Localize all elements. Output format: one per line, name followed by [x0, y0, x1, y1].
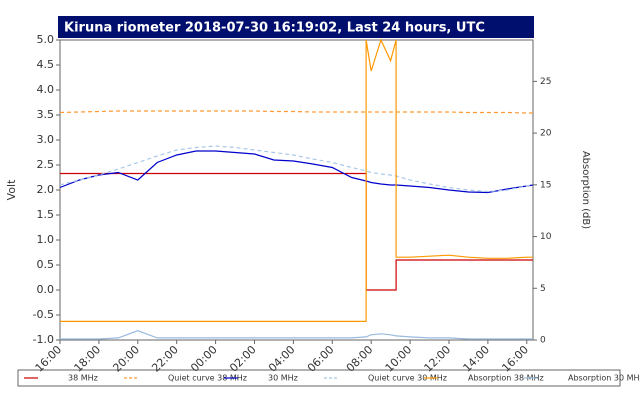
chart-title: Kiruna riometer 2018-07-30 16:19:02, Las…: [64, 21, 485, 36]
legend-box: [17, 369, 621, 387]
y2-tick-label: 15: [540, 180, 551, 190]
y-tick-label: 2.0: [37, 183, 55, 196]
y-tick-label: -0.5: [33, 308, 54, 321]
y-tick-label: 0.0: [37, 283, 55, 296]
series-line: [60, 330, 533, 340]
legend-label: 38 MHz: [68, 374, 98, 383]
y-tick-label: 4.0: [37, 83, 55, 96]
series-line: [59, 110, 533, 114]
y-tick-label: 3.5: [37, 108, 55, 121]
y2-tick-label: 25: [540, 77, 551, 87]
legend-label: Absorption 30 MHz: [568, 374, 640, 383]
y-tick-label: 5.0: [37, 33, 55, 46]
series-line: [59, 150, 534, 194]
series-line: [59, 145, 534, 193]
y-tick-label: 4.5: [37, 58, 55, 71]
plot-frame: [59, 39, 534, 341]
y-tick-label: 2.5: [37, 158, 55, 171]
y-tick-label: 0.5: [37, 258, 55, 271]
y2-tick-label: 0: [540, 336, 546, 346]
y-tick-label: 1.5: [37, 208, 55, 221]
legend-label: Quiet curve 30 MHz: [368, 374, 447, 383]
legend-label: Absorption 38 MHz: [468, 374, 544, 383]
y2-tick-label: 5: [540, 284, 546, 294]
series-line: [60, 172, 533, 291]
legend-label: 30 MHz: [268, 374, 298, 383]
y2-tick-label: 10: [540, 232, 552, 242]
y2-axis-label: Absorption (dB): [580, 151, 591, 229]
y-tick-label: -1.0: [33, 333, 54, 346]
y2-tick-label: 20: [540, 129, 552, 139]
y-tick-label: 3.0: [37, 133, 55, 146]
y-axis-label: Volt: [5, 179, 18, 200]
legend-label: Quiet curve 38 MHz: [168, 374, 247, 383]
series-line: [60, 38, 533, 322]
y-tick-label: 1.0: [37, 233, 55, 246]
title-bar: [58, 16, 534, 38]
